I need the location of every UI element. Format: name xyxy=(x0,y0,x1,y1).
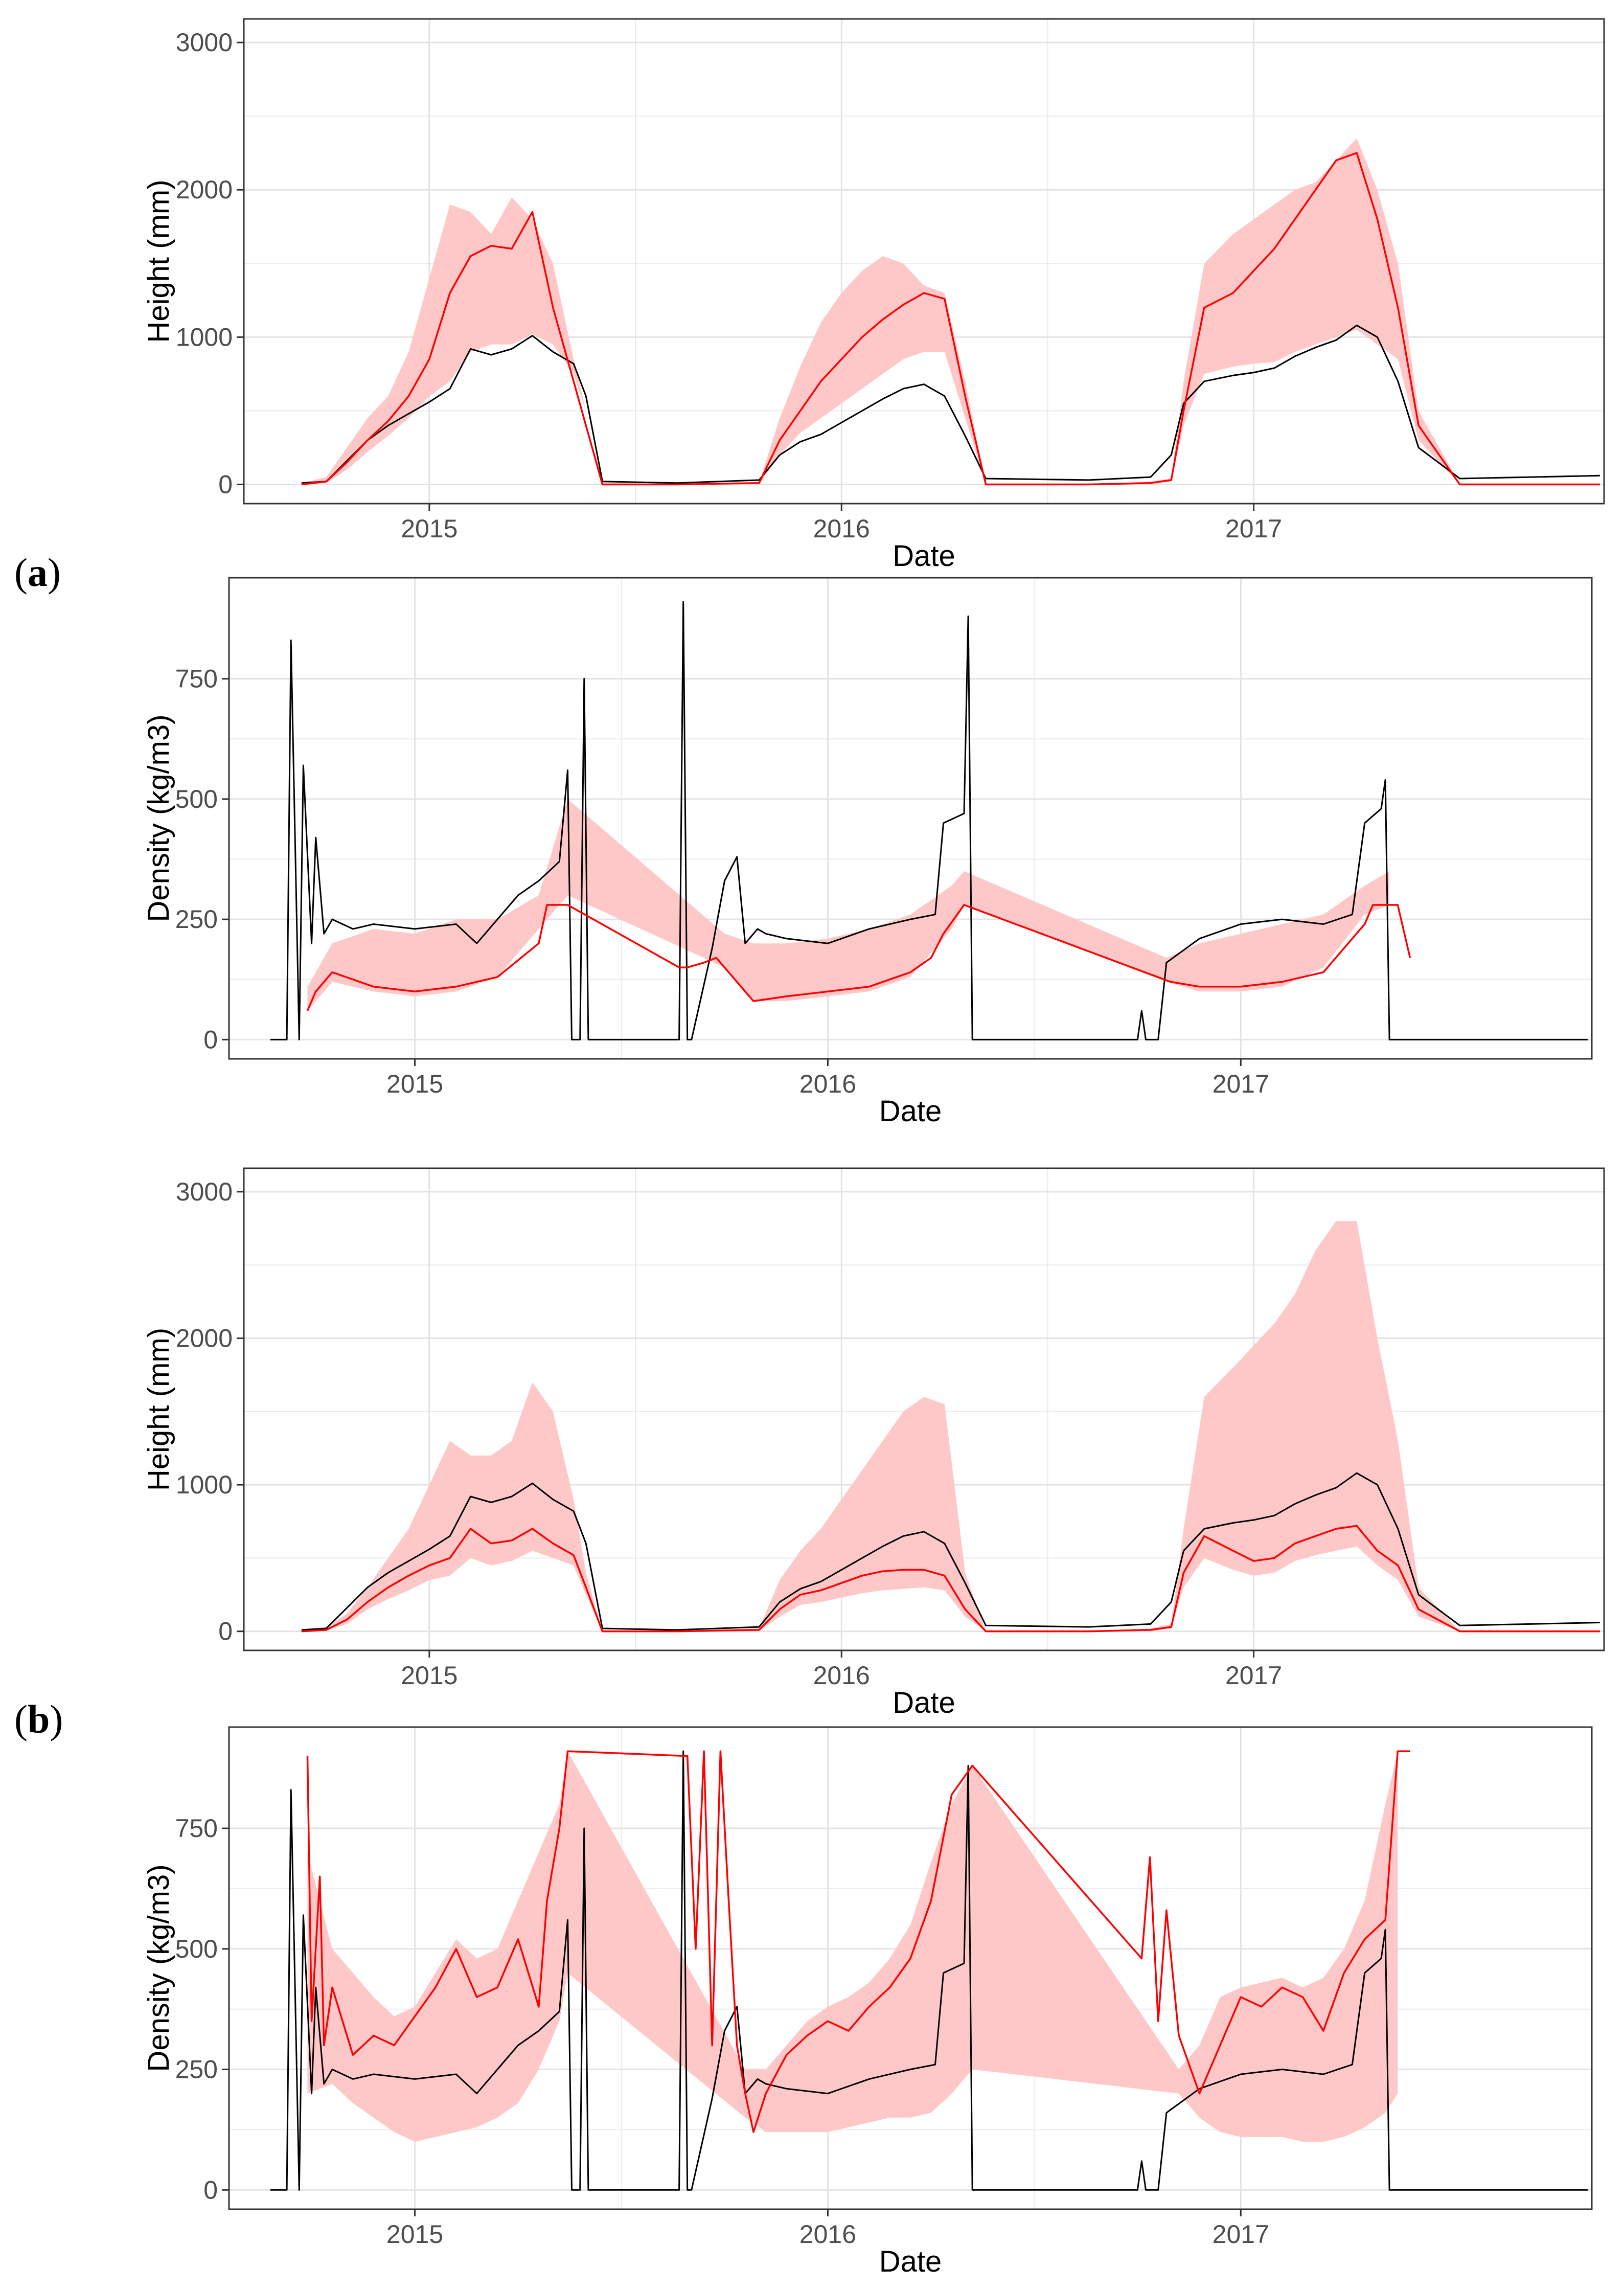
panel-label-b: (b) xyxy=(14,1697,63,1741)
x-tick-label: 2017 xyxy=(1225,514,1282,543)
y-tick-label: 250 xyxy=(175,2055,218,2084)
plot-border xyxy=(228,577,1593,1060)
x-tick-label: 2016 xyxy=(799,1070,856,1098)
x-tick-label: 2017 xyxy=(1225,1661,1282,1690)
y-axis-title: Density (kg/m3) xyxy=(142,714,175,922)
y-tick-label: 0 xyxy=(218,1617,233,1646)
x-tick-label: 2015 xyxy=(386,1070,443,1098)
x-tick-label: 2016 xyxy=(813,1661,870,1690)
plot-border xyxy=(243,18,1605,505)
uncertainty-band xyxy=(301,1221,1600,1631)
y-tick-label: 3000 xyxy=(176,1177,233,1206)
model-line xyxy=(301,1525,1600,1633)
plot-border xyxy=(228,1726,1593,2210)
uncertainty-band xyxy=(307,799,1390,1011)
y-tick-label: 750 xyxy=(175,665,218,693)
density-chart-a: 0 250 500 750 2015 2016 2017 Date Density (kg/m3… xyxy=(142,577,1593,1128)
x-tick-label: 2015 xyxy=(401,1661,458,1690)
x-tick-label: 2016 xyxy=(813,514,870,543)
y-tick-label: 0 xyxy=(203,1025,218,1054)
x-tick-label: 2017 xyxy=(1213,2220,1269,2249)
x-tick-label: 2015 xyxy=(401,514,458,543)
panel-label-b-letter: b xyxy=(27,1697,50,1741)
observed-line xyxy=(270,601,1588,1040)
x-axis-title: Date xyxy=(893,539,955,573)
y-axis-title: Density (kg/m3) xyxy=(142,1864,175,2072)
model-line xyxy=(306,1750,1410,2133)
observed-line xyxy=(270,1750,1588,2191)
observed-line xyxy=(301,1472,1600,1631)
y-tick-label: 0 xyxy=(203,2175,218,2204)
x-axis-title: Date xyxy=(879,2245,942,2278)
y-tick-label: 1000 xyxy=(176,1470,233,1499)
y-tick-label: 250 xyxy=(175,905,218,934)
height-chart-b: 0 1000 2000 3000 2015 2016 2017 Date Height (mm) xyxy=(142,1167,1605,1719)
x-tick-label: 2017 xyxy=(1213,1070,1269,1098)
y-tick-label: 1000 xyxy=(176,323,233,351)
y-tick-label: 3000 xyxy=(176,28,233,57)
x-axis-title: Date xyxy=(879,1095,942,1128)
observed-line xyxy=(301,324,1600,484)
y-tick-label: 500 xyxy=(175,785,218,813)
x-tick-label: 2016 xyxy=(799,2220,856,2249)
model-line xyxy=(306,904,1411,1011)
y-axis-title: Height (mm) xyxy=(142,1328,175,1491)
x-axis-title: Date xyxy=(893,1686,955,1719)
uncertainty-band xyxy=(301,138,1600,485)
y-tick-label: 2000 xyxy=(176,175,233,204)
plot-border xyxy=(243,1167,1605,1651)
x-tick-label: 2015 xyxy=(386,2220,443,2249)
y-tick-label: 750 xyxy=(175,1814,218,1843)
density-chart-b: 0 250 500 750 2015 2016 2017 Date Density (kg/m3… xyxy=(142,1726,1593,2278)
height-chart-a: 0 1000 2000 3000 2015 2016 2017 Date Height (mm) xyxy=(142,18,1605,573)
panel-label-a-letter: a xyxy=(27,550,48,595)
panel-label-a: (a) xyxy=(14,550,61,595)
y-tick-label: 500 xyxy=(175,1935,218,1963)
y-tick-label: 0 xyxy=(218,470,233,499)
uncertainty-band xyxy=(307,1751,1398,2142)
model-line xyxy=(301,152,1600,486)
y-tick-label: 2000 xyxy=(176,1324,233,1352)
y-axis-title: Height (mm) xyxy=(142,179,175,343)
